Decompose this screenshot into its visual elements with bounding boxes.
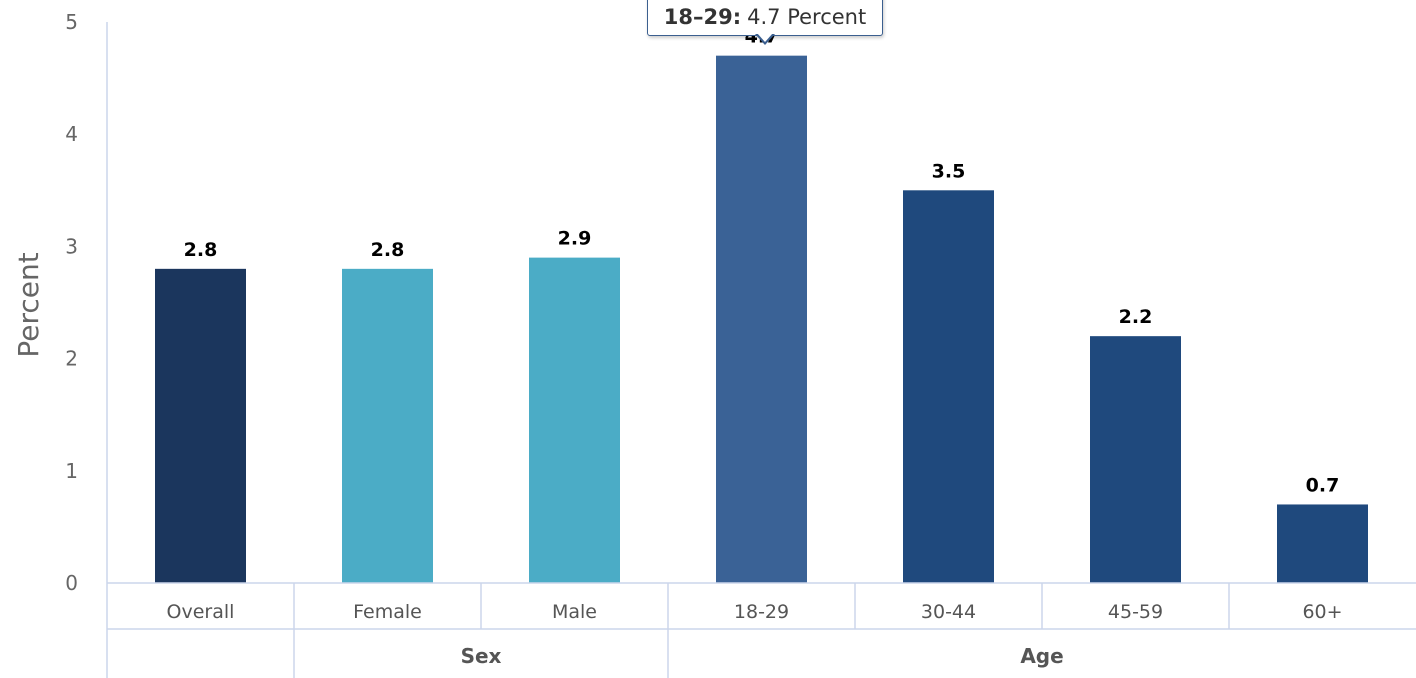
tooltip-value: 4.7 Percent (747, 5, 867, 29)
data-labels: 2.8 2.82.94.73.52.20.7 (184, 26, 1340, 497)
data-label: 2.9 (558, 228, 592, 250)
x-tick-label: 60+ (1302, 601, 1342, 623)
tooltip-category: 18–29: (663, 5, 742, 29)
bar[interactable] (1277, 504, 1368, 583)
x-axis-ticks: Overall Female Male 18-29 30-44 45-59 60+ (167, 583, 1343, 629)
y-tick-label: 3 (65, 234, 78, 258)
x-tick-label: 45-59 (1108, 601, 1163, 623)
bar[interactable] (1090, 336, 1181, 583)
x-tick-label: 30-44 (921, 601, 976, 623)
bar[interactable] (903, 190, 994, 584)
tooltip-box: 18–29: 4.7 Percent (647, 0, 883, 36)
x-tick-label: 18-29 (734, 601, 789, 623)
y-axis-ticks: 0 1 2 3 4 5 (65, 10, 78, 595)
y-tick-label: 2 (65, 347, 78, 371)
y-axis-title: Percent (12, 252, 45, 357)
x-tick-label: Female (353, 601, 422, 623)
data-label: 3.5 (932, 160, 966, 182)
y-tick-label: 5 (65, 10, 78, 34)
bar[interactable] (716, 55, 807, 584)
x-tick-label: Male (552, 601, 597, 623)
data-label: 2.8 (184, 239, 218, 261)
tooltip: 18–29: 4.7 Percent (647, 0, 885, 46)
data-label: 2.2 (1119, 306, 1153, 328)
y-tick-label: 1 (65, 459, 78, 483)
data-label: 0.7 (1306, 474, 1340, 496)
bars (155, 55, 1368, 584)
group-label: Age (1020, 644, 1063, 668)
y-tick-label: 0 (65, 571, 78, 595)
group-label: Sex (461, 644, 502, 668)
x-tick-label: Overall (167, 601, 235, 623)
bar[interactable] (155, 268, 246, 583)
x-axis-groups: Sex Age (293, 629, 1064, 678)
y-tick-label: 4 (65, 122, 78, 146)
data-label: 2.8 (371, 239, 405, 261)
bar[interactable] (342, 268, 433, 583)
bar[interactable] (529, 257, 620, 583)
